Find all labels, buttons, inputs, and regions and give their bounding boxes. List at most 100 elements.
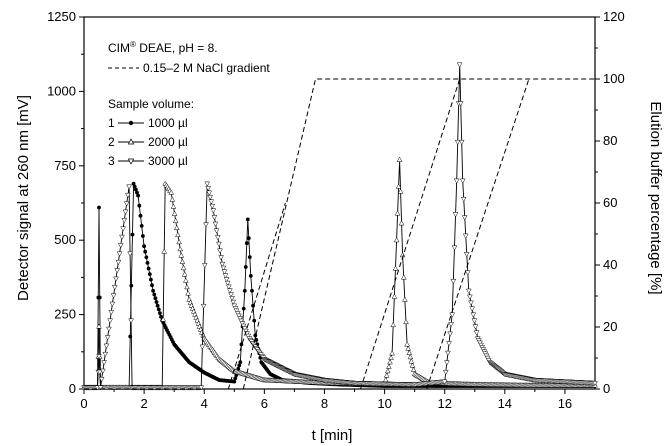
series-point-2000ul bbox=[175, 231, 181, 238]
series-point-3000ul bbox=[450, 279, 457, 285]
annotation-column: CIM® DEAE, pH = 8. bbox=[108, 40, 218, 55]
series-point-3000ul bbox=[592, 380, 598, 387]
series-point-3000ul bbox=[96, 354, 102, 360]
series-point-3000ul bbox=[442, 369, 449, 376]
legend-2-label: 2000 µl bbox=[148, 135, 188, 149]
y2-tick-label: 100 bbox=[603, 71, 625, 86]
series-point-3000ul bbox=[121, 218, 128, 224]
x-axis-label: t [min] bbox=[312, 427, 353, 444]
series-point-2000ul bbox=[394, 210, 401, 216]
x-tick-label: 6 bbox=[261, 396, 268, 411]
y-tick-label: 0 bbox=[69, 381, 76, 396]
series-point-1000ul bbox=[253, 333, 258, 338]
gradient-line bbox=[426, 78, 530, 390]
series-point-3000ul bbox=[445, 350, 451, 357]
series-point-3000ul bbox=[454, 139, 461, 146]
series-point-2000ul bbox=[382, 376, 389, 383]
series-point-2000ul bbox=[173, 224, 180, 230]
series-point-3000ul bbox=[211, 215, 218, 221]
series-point-1000ul bbox=[97, 205, 101, 210]
series-point-2000ul bbox=[387, 359, 393, 365]
series-point-3000ul bbox=[127, 251, 133, 257]
series-point-2000ul bbox=[398, 220, 405, 226]
legend-3-num: 3 bbox=[108, 154, 115, 168]
x-tick-label: 10 bbox=[377, 396, 391, 411]
legend-3-marker bbox=[127, 158, 135, 165]
series-point-3000ul bbox=[441, 379, 448, 385]
series-point-2000ul bbox=[96, 323, 102, 329]
x-tick-label: 12 bbox=[437, 396, 451, 411]
series-point-1000ul bbox=[144, 255, 149, 260]
series-point-2000ul bbox=[405, 345, 412, 351]
series-point-1000ul bbox=[239, 342, 244, 347]
series-point-1000ul bbox=[137, 203, 142, 208]
series-point-3000ul bbox=[225, 284, 232, 290]
series-point-1000ul bbox=[154, 300, 159, 304]
series-point-1000ul bbox=[130, 232, 135, 237]
series-point-1000ul bbox=[142, 244, 147, 249]
series-point-3000ul bbox=[230, 299, 237, 306]
series-point-3000ul bbox=[110, 293, 117, 299]
series-point-1000ul bbox=[241, 306, 246, 311]
series-point-1000ul bbox=[232, 379, 237, 384]
annotation-column-suffix: DEAE, pH = 8. bbox=[136, 41, 218, 55]
series-point-3000ul bbox=[119, 234, 125, 241]
series-point-3000ul bbox=[448, 322, 454, 328]
y-tick-label: 250 bbox=[54, 307, 76, 322]
series-point-3000ul bbox=[228, 292, 234, 298]
series-point-1000ul bbox=[129, 283, 134, 288]
annotation-column-prefix: CIM bbox=[108, 41, 130, 55]
series-point-2000ul bbox=[391, 293, 398, 299]
x-tick-label: 16 bbox=[558, 396, 572, 411]
series-point-3000ul bbox=[201, 263, 208, 269]
annotation-column-sup: ® bbox=[130, 40, 136, 49]
annotation-sample-title: Sample volume: bbox=[108, 97, 194, 111]
series-point-1000ul bbox=[238, 360, 243, 365]
legend-1-num: 1 bbox=[108, 116, 115, 130]
series-point-2000ul bbox=[383, 372, 390, 378]
series-point-3000ul bbox=[459, 178, 466, 184]
series-point-3000ul bbox=[245, 333, 252, 340]
series-point-3000ul bbox=[97, 385, 104, 391]
series-point-1000ul bbox=[135, 190, 139, 195]
series-point-3000ul bbox=[469, 306, 475, 312]
series-point-3000ul bbox=[234, 311, 241, 317]
series-point-2000ul bbox=[396, 156, 403, 162]
series-point-3000ul bbox=[199, 344, 206, 350]
series-point-3000ul bbox=[219, 261, 226, 268]
series-point-2000ul bbox=[403, 318, 409, 325]
series-point-3000ul bbox=[241, 326, 248, 332]
series-point-3000ul bbox=[467, 294, 473, 300]
y-tick-label: 1250 bbox=[47, 9, 76, 24]
series-point-3000ul bbox=[212, 221, 219, 227]
series-point-3000ul bbox=[216, 241, 222, 248]
series-point-3000ul bbox=[465, 288, 472, 294]
series-point-3000ul bbox=[102, 351, 109, 358]
series-point-2000ul bbox=[402, 296, 408, 302]
x-tick-label: 4 bbox=[201, 396, 208, 411]
series-point-3000ul bbox=[470, 312, 477, 318]
series-point-3000ul bbox=[125, 192, 131, 199]
series-point-1000ul bbox=[153, 296, 158, 301]
series-point-1000ul bbox=[155, 303, 160, 308]
series-point-3000ul bbox=[203, 222, 209, 228]
series-point-2000ul bbox=[176, 238, 182, 245]
series-point-1000ul bbox=[150, 283, 154, 288]
series-point-3000ul bbox=[104, 335, 111, 341]
series-point-1000ul bbox=[156, 307, 161, 312]
series-point-1000ul bbox=[145, 261, 150, 265]
series-point-1000ul bbox=[159, 314, 163, 319]
series-point-3000ul bbox=[237, 316, 243, 322]
y-tick-label: 1000 bbox=[47, 83, 76, 98]
series-point-3000ul bbox=[117, 243, 124, 249]
series-point-3000ul bbox=[444, 360, 450, 366]
y2-tick-label: 40 bbox=[603, 257, 617, 272]
series-point-3000ul bbox=[463, 252, 470, 258]
gradient-line bbox=[360, 78, 461, 390]
series-point-1000ul bbox=[237, 363, 242, 368]
series-point-3000ul bbox=[100, 368, 106, 374]
series-point-2000ul bbox=[395, 183, 402, 189]
series-point-1000ul bbox=[134, 187, 138, 192]
series-point-3000ul bbox=[120, 226, 126, 232]
series-point-3000ul bbox=[462, 233, 469, 239]
